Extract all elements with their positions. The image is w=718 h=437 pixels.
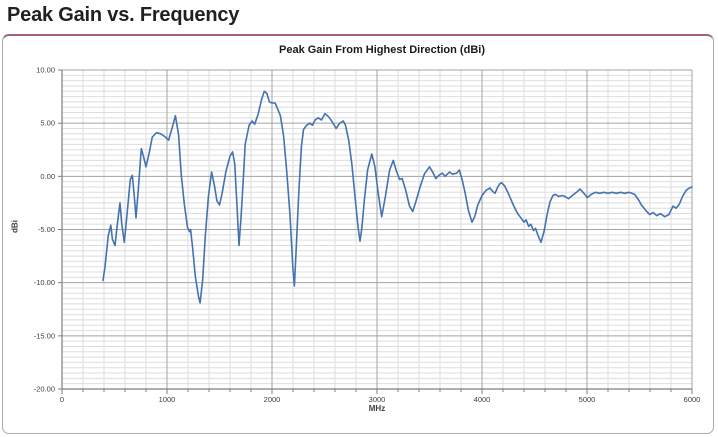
x-tick-label: 5000 <box>579 395 596 404</box>
gain-frequency-plot: 10.00 5.00 0.00 -5.00 -10.00 -15.00 -20.00 0 100… <box>34 66 701 405</box>
x-tick-label: 4000 <box>474 395 491 404</box>
y-tick-label: 10.00 <box>36 66 55 75</box>
x-axis-title: MHz <box>368 404 386 413</box>
x-tick-label: 1000 <box>159 395 176 404</box>
y-axis-title: dBi <box>10 220 20 233</box>
y-tick-label: -15.00 <box>34 331 55 340</box>
chart-panel: Peak Gain From Highest Direction (dBi) 1… <box>2 34 714 434</box>
y-tick-label: -5.00 <box>38 225 55 234</box>
x-tick-label: 6000 <box>684 395 701 404</box>
x-tick-label: 0 <box>60 395 64 404</box>
y-tick-label: -10.00 <box>34 278 55 287</box>
y-tick-label: 5.00 <box>40 119 55 128</box>
series-line-peak-gain <box>102 90 693 304</box>
y-tick-label: 0.00 <box>40 172 55 181</box>
chart-title: Peak Gain From Highest Direction (dBi) <box>279 44 485 56</box>
page-title: Peak Gain vs. Frequency <box>7 4 240 26</box>
x-tick-label: 3000 <box>369 395 386 404</box>
x-tick-label: 2000 <box>264 395 281 404</box>
y-tick-label: -20.00 <box>34 385 55 394</box>
